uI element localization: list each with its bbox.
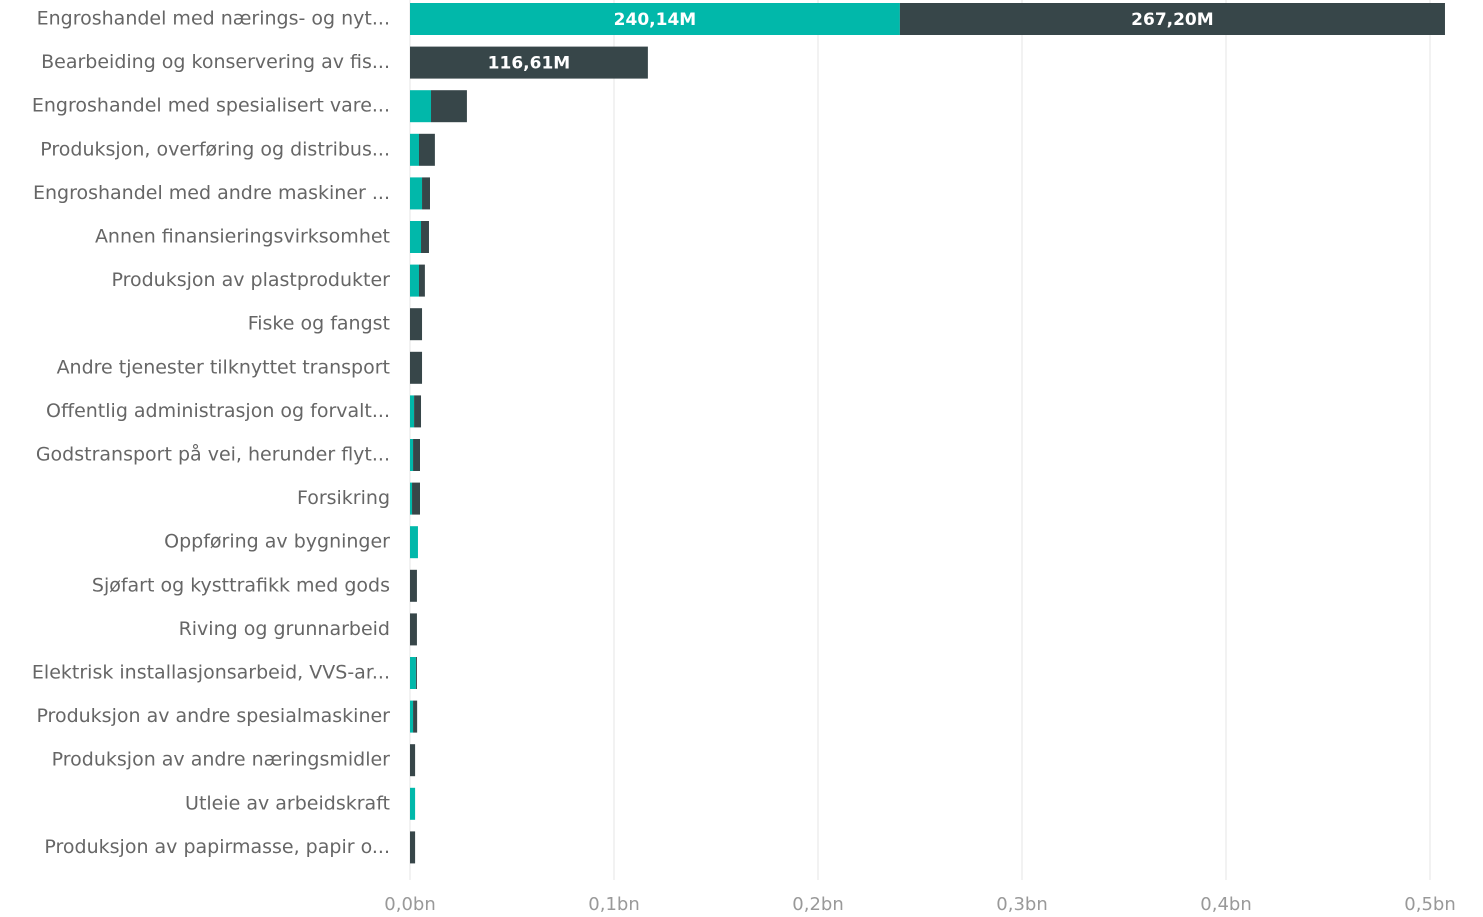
category-label: Oppføring av bygninger [164,531,390,553]
x-tick-label: 0,1bn [588,894,639,915]
bar-segment [410,569,417,602]
bar-segment [410,308,423,341]
bar-segment [410,46,648,79]
data-label: 267,20M [1131,10,1214,30]
x-tick-label: 0,3bn [996,894,1047,915]
category-label: Forsikring [297,487,390,509]
category-label: Sjøfart og kysttrafikk med gods [92,574,390,596]
category-label: Andre tjenester tilknyttet transport [57,356,390,378]
x-tick-label: 0,5bn [1404,894,1455,915]
data-label: 116,61M [488,54,571,74]
category-label: Produksjon av andre næringsmidler [52,749,391,771]
category-label: Produksjon av andre spesialmaskiner [36,705,390,727]
bar-segment [418,264,425,297]
bar-segment [410,221,422,253]
bar-segment [410,177,423,210]
bar-segment [410,657,416,689]
bar-segment [418,133,435,166]
x-tick-label: 0,0bn [384,894,435,915]
bar-segment [410,90,432,123]
category-label: Elektrisk installasjonsarbeid, VVS-ar... [32,662,390,684]
bar-segment [414,395,422,428]
bar-segment [421,221,429,253]
category-label: Annen finansieringsvirksomhet [95,226,390,248]
bar-segment [410,351,423,384]
bar-segment [412,482,420,515]
bar-segment [410,264,419,297]
category-label: Produksjon av plastprodukter [111,269,390,291]
x-tick-label: 0,4bn [1200,894,1251,915]
bar-segment [410,395,415,428]
category-label: Engroshandel med andre maskiner ... [33,182,390,204]
data-label: 240,14M [614,10,697,30]
bar-segment [410,3,900,35]
bar-segment [410,133,419,166]
bar-segment [410,613,417,646]
bar-segment [413,439,420,471]
x-tick-label: 0,2bn [792,894,843,915]
category-label: Engroshandel med nærings- og nyt... [37,8,390,30]
category-label: Produksjon, overføring og distribus... [40,138,390,160]
category-label: Produksjon av papirmasse, papir o... [44,836,390,858]
bar-segment [410,526,418,559]
category-label: Offentlig administrasjon og forvalt... [46,400,390,422]
bar-segment [431,90,467,123]
category-label: Bearbeiding og konservering av fis... [41,51,390,73]
bar-segment [410,482,413,515]
bar-segment [410,744,416,777]
bar-segment [410,787,416,820]
bar-segment [410,439,414,471]
bar-segment [413,700,418,733]
category-label: Riving og grunnarbeid [179,618,390,640]
bar-segment [415,657,417,689]
bar-segment [899,3,1445,35]
bar-segment [410,831,416,864]
category-label: Godstransport på vei, herunder flyt... [36,443,390,466]
category-label: Fiske og fangst [248,313,390,335]
category-label: Utleie av arbeidskraft [185,792,390,814]
bar-segment [410,700,414,733]
bar-segment [422,177,430,210]
category-label: Engroshandel med spesialisert vare... [32,95,390,117]
